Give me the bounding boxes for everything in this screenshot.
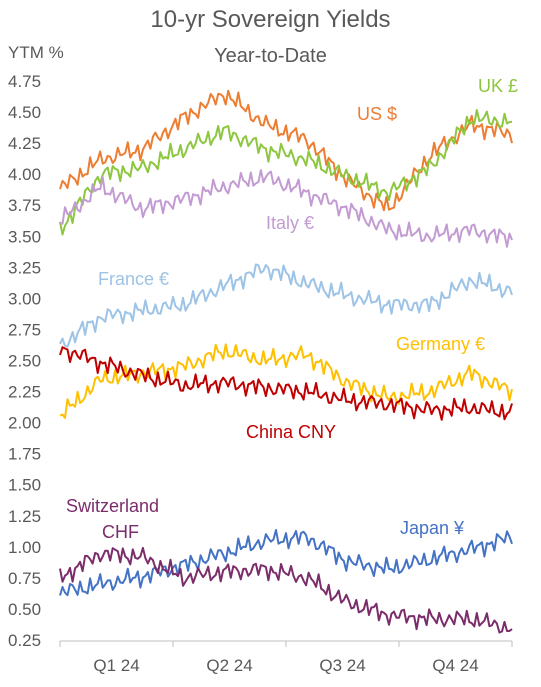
- y-tick-label: 1.50: [8, 476, 41, 495]
- y-tick-label: 1.75: [8, 445, 41, 464]
- y-axis-ticks: 4.75 4.50 4.25 4.00 3.75 3.50 3.25 3.00 2.75 2.50…: [8, 72, 41, 650]
- y-tick-label: 2.25: [8, 383, 41, 402]
- chart-title: 10-yr Sovereign Yields: [150, 6, 391, 33]
- y-tick-label: 3.00: [8, 289, 41, 308]
- label-switzerland: Switzerland: [66, 496, 159, 516]
- series-line: [59, 89, 513, 212]
- label-italy: Italy €: [266, 213, 314, 233]
- y-tick-label: 1.00: [8, 538, 41, 557]
- y-tick-label: 0.25: [8, 631, 41, 650]
- x-tick-label: Q1 24: [93, 656, 139, 675]
- label-us: US $: [357, 104, 397, 124]
- label-germany: Germany €: [396, 334, 485, 354]
- y-tick-label: 2.50: [8, 352, 41, 371]
- x-axis: Q1 24 Q2 24 Q3 24 Q4 24: [59, 640, 513, 675]
- y-tick-label: 3.50: [8, 227, 41, 246]
- y-tick-label: 1.25: [8, 507, 41, 526]
- y-tick-label: 0.50: [8, 600, 41, 619]
- series-labels: US $ UK £ Italy € France € Germany € Chi…: [66, 76, 518, 542]
- y-tick-label: 4.50: [8, 103, 41, 122]
- y-tick-label: 3.25: [8, 258, 41, 277]
- y-tick-label: 0.75: [8, 569, 41, 588]
- y-axis-label: YTM %: [8, 43, 64, 62]
- y-tick-label: 2.75: [8, 320, 41, 339]
- series-line: [59, 346, 513, 421]
- series-lines: [59, 89, 513, 634]
- y-tick-label: 4.75: [8, 72, 41, 91]
- y-tick-label: 4.25: [8, 134, 41, 153]
- y-tick-label: 4.00: [8, 165, 41, 184]
- x-tick-label: Q2 24: [206, 656, 252, 675]
- series-line: [59, 529, 513, 597]
- chart-subtitle: Year-to-Date: [214, 45, 327, 67]
- series-line: [59, 169, 513, 248]
- label-uk: UK £: [478, 76, 518, 96]
- label-china: China CNY: [246, 422, 336, 442]
- series-line: [59, 263, 513, 348]
- series-line: [59, 546, 513, 634]
- label-chf: CHF: [102, 522, 139, 542]
- series-line: [59, 109, 513, 236]
- label-france: France €: [98, 269, 169, 289]
- y-tick-label: 3.75: [8, 196, 41, 215]
- label-japan: Japan ¥: [400, 518, 465, 538]
- y-tick-label: 2.00: [8, 414, 41, 433]
- x-tick-label: Q4 24: [432, 656, 478, 675]
- series-line: [59, 343, 513, 419]
- x-tick-label: Q3 24: [319, 656, 365, 675]
